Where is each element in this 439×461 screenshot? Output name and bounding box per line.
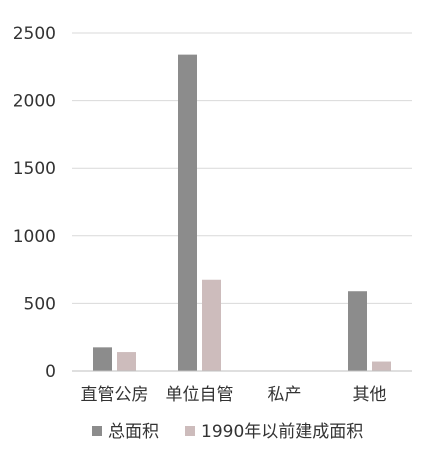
- legend-label: 总面积: [108, 422, 159, 442]
- x-axis-categories: 直管公房 单位自管 私产 其他: [81, 385, 387, 405]
- grid-lines: [72, 32, 412, 304]
- x-category-label: 单位自管: [166, 385, 234, 405]
- legend-swatch: [92, 426, 102, 436]
- y-tick-label: 1000: [13, 227, 56, 247]
- bars: [93, 54, 391, 372]
- x-category-label: 其他: [353, 385, 387, 405]
- x-category-label: 直管公房: [81, 385, 149, 405]
- bar-total-area-0: [93, 347, 112, 371]
- y-tick-label: 0: [45, 362, 56, 382]
- y-tick-label: 2500: [13, 24, 56, 44]
- legend-swatch: [185, 426, 195, 436]
- bar-total-area-3: [348, 291, 367, 371]
- bar-pre-1990-area-0: [117, 352, 136, 371]
- y-tick-label: 2000: [13, 92, 56, 112]
- bar-total-area-1: [178, 54, 197, 372]
- y-tick-label: 1500: [13, 159, 56, 179]
- y-tick-label: 500: [24, 294, 56, 314]
- bar-pre-1990-area-3: [372, 361, 391, 371]
- y-axis-ticks: 0 500 1000 1500 2000 2500: [13, 24, 56, 382]
- x-category-label: 私产: [268, 385, 302, 405]
- bar-pre-1990-area-1: [202, 279, 221, 371]
- legend: 总面积 1990年以前建成面积: [92, 422, 363, 442]
- legend-label: 1990年以前建成面积: [201, 422, 363, 442]
